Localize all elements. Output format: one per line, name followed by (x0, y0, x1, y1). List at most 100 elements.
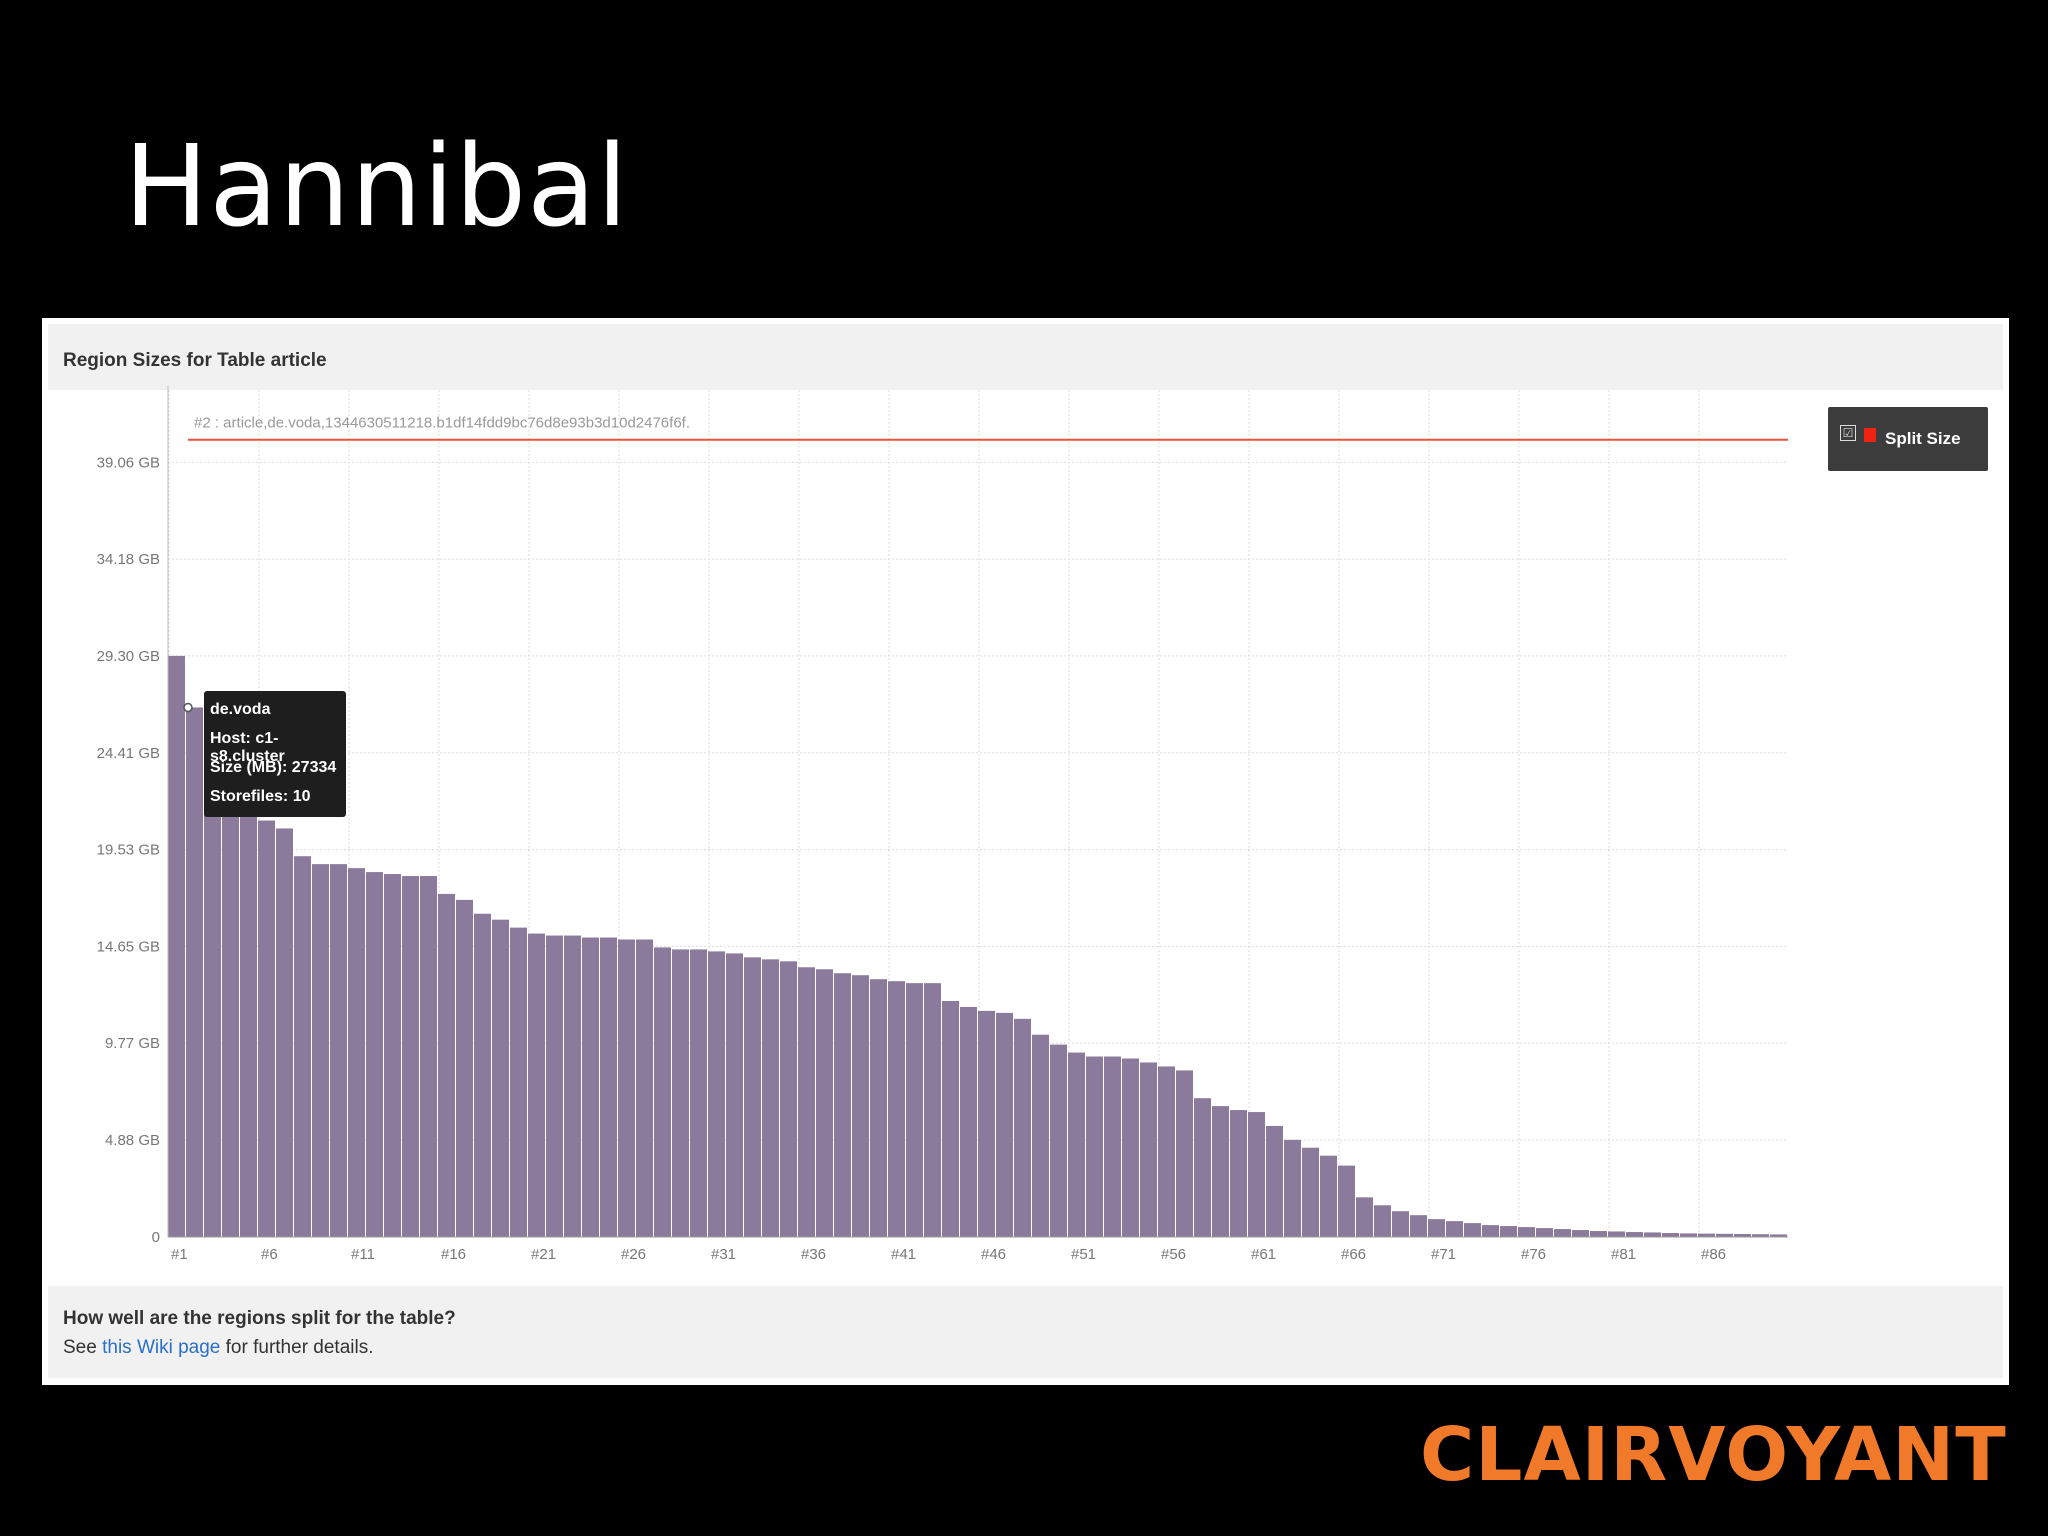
y-tick-label: 24.41 GB (97, 745, 160, 762)
footer-question: How well are the regions split for the t… (63, 1308, 456, 1329)
legend[interactable]: ☑ Split Size (1828, 407, 1988, 471)
bar (492, 919, 509, 1237)
x-tick-label: #76 (1521, 1246, 1546, 1263)
y-tick-label: 0 (152, 1229, 160, 1246)
footer-prefix: See (63, 1337, 103, 1358)
y-tick-label: 14.65 GB (97, 938, 160, 955)
bar (1086, 1056, 1103, 1237)
bar (762, 959, 779, 1237)
bar (222, 770, 239, 1237)
bar (528, 933, 545, 1237)
bar (1302, 1147, 1319, 1237)
x-tick-label: #36 (801, 1246, 826, 1263)
bar (456, 899, 473, 1237)
bar (1194, 1098, 1211, 1237)
wiki-link[interactable]: this Wiki page (102, 1337, 221, 1358)
bar (744, 957, 761, 1237)
bar (1374, 1205, 1391, 1237)
legend-label: Split Size (1885, 429, 1961, 448)
y-tick-label: 29.30 GB (97, 648, 160, 665)
x-tick-label: #46 (981, 1246, 1006, 1263)
bar (996, 1012, 1013, 1237)
bar (402, 876, 419, 1237)
bar (1698, 1233, 1715, 1237)
bar (294, 856, 311, 1237)
x-tick-label: #16 (441, 1246, 466, 1263)
bar (384, 874, 401, 1237)
x-tick-label: #11 (351, 1246, 375, 1263)
bar (1284, 1139, 1301, 1237)
bar (1680, 1233, 1697, 1237)
bar (1392, 1211, 1409, 1237)
legend-swatch (1864, 428, 1876, 442)
bar (204, 741, 221, 1237)
hover-marker (183, 702, 193, 713)
y-tick-label: 39.06 GB (97, 454, 160, 471)
x-tick-label: #21 (531, 1246, 556, 1263)
bar (1410, 1215, 1427, 1237)
bar (348, 868, 365, 1237)
bar (708, 951, 725, 1237)
bar (888, 981, 905, 1237)
brand-logo: CLAIRVOYANT (1420, 1412, 2007, 1498)
bar (906, 983, 923, 1237)
bar (870, 979, 887, 1237)
bar (924, 983, 941, 1237)
tooltip-storefiles: Storefiles: 10 (210, 788, 311, 805)
bar (1140, 1062, 1157, 1237)
bar (1572, 1230, 1589, 1237)
x-tick-label: #31 (711, 1246, 736, 1263)
bar (978, 1010, 995, 1237)
bar (330, 864, 347, 1237)
bar (1662, 1233, 1679, 1237)
x-tick-label: #26 (621, 1246, 646, 1263)
bar-tooltip: de.voda Host: c1-s8.cluster Size (MB): 2… (204, 691, 346, 817)
tooltip-size: Size (MB): 27334 (210, 759, 337, 776)
footer-line: See this Wiki page for further details. (63, 1337, 374, 1359)
bar (1500, 1226, 1517, 1237)
bar (186, 707, 203, 1237)
bar (672, 949, 689, 1237)
y-tick-label: 19.53 GB (97, 842, 160, 859)
footer-suffix: for further details. (220, 1337, 374, 1358)
bar (474, 913, 491, 1237)
bar (1122, 1058, 1139, 1237)
checkbox-icon[interactable]: ☑ (1840, 425, 1856, 441)
bar (1050, 1044, 1067, 1237)
tooltip-host: Host: c1-s8.cluster (210, 730, 285, 765)
bar (1338, 1165, 1355, 1237)
bar (420, 876, 437, 1237)
x-tick-label: #66 (1341, 1246, 1366, 1263)
bar (1446, 1221, 1463, 1237)
bar (726, 953, 743, 1237)
bar (1626, 1232, 1643, 1237)
bar (168, 655, 185, 1237)
bar (276, 828, 293, 1237)
bar (942, 1000, 959, 1237)
tooltip-title: de.voda (210, 701, 271, 718)
y-tick-label: 9.77 GB (105, 1035, 160, 1052)
slide-title: Hannibal (124, 122, 629, 252)
bar (960, 1006, 977, 1237)
panel-header: Region Sizes for Table article (48, 324, 2003, 390)
bar (780, 961, 797, 1237)
x-tick-label: #86 (1701, 1246, 1726, 1263)
bar (1032, 1034, 1049, 1237)
split-size-label: #2 : article,de.voda,1344630511218.b1df1… (194, 415, 690, 432)
bar (690, 949, 707, 1237)
x-tick-label: #81 (1611, 1246, 1636, 1263)
y-tick-label: 4.88 GB (105, 1132, 160, 1149)
bar (636, 939, 653, 1237)
bar (1320, 1155, 1337, 1237)
panel-title: Region Sizes for Table article (63, 350, 327, 371)
bar (1176, 1070, 1193, 1237)
bar (312, 864, 329, 1237)
bar (654, 947, 671, 1237)
region-size-chart: 0 4.88 GB 9.77 GB 14.65 GB 19.53 GB 24.41 GB 2… (97, 386, 1788, 1263)
bar (1104, 1056, 1121, 1237)
y-tick-label: 34.18 GB (97, 551, 160, 568)
bar (438, 893, 455, 1237)
bar (564, 935, 581, 1237)
bar (1014, 1018, 1031, 1237)
bar (816, 969, 833, 1237)
